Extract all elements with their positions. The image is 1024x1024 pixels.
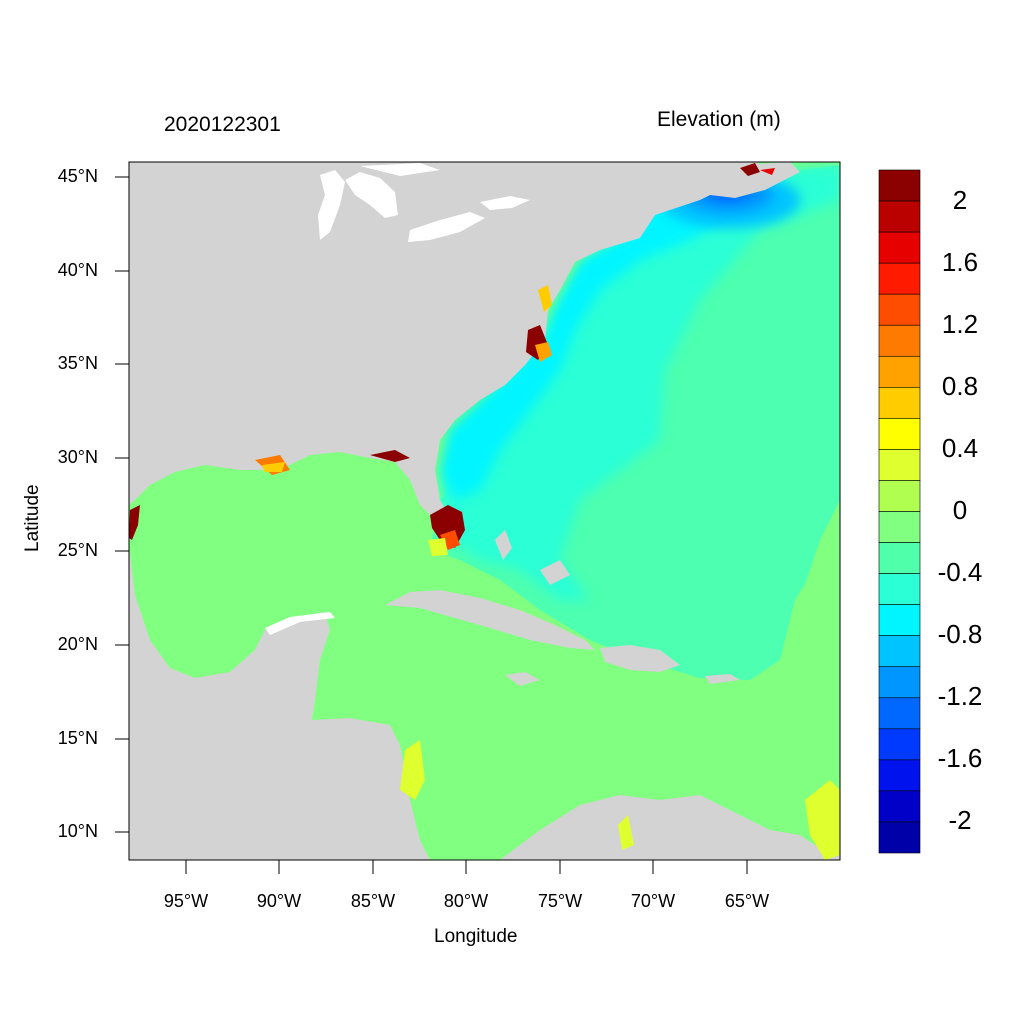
lon-tick-label: 65°W — [724, 891, 770, 911]
caribbean-east-region — [775, 500, 840, 860]
lat-tick-marks — [115, 176, 129, 833]
colorbar-label: -1.6 — [937, 743, 983, 773]
colorbar-swatch — [878, 790, 921, 823]
colorbar-swatch — [878, 231, 921, 264]
lon-tick-label: 95°W — [163, 891, 209, 911]
colorbar-swatch — [878, 293, 921, 326]
colorbar-swatch — [878, 697, 921, 730]
colorbar-swatch — [878, 542, 921, 574]
caribbean-positive-patch — [400, 740, 425, 800]
lat-tick-label: 20°N — [57, 634, 98, 654]
east-positive-patch — [805, 780, 840, 860]
central-america-coast — [265, 612, 335, 635]
colorbar-label: 1.2 — [941, 309, 979, 339]
venezuela-positive-patch — [618, 815, 634, 850]
colorbar-label: -2 — [948, 805, 972, 835]
lon-tick-label: 75°W — [537, 891, 583, 911]
colorbar-swatch — [878, 449, 921, 481]
land-masses — [129, 162, 840, 860]
colorbar-swatch — [878, 387, 921, 419]
lat-tick-label: 35°N — [57, 353, 98, 373]
lon-tick-label: 90°W — [256, 891, 302, 911]
lat-tick-label: 10°N — [57, 821, 98, 841]
map-plot-area — [129, 162, 840, 860]
map-frame — [128, 161, 841, 861]
variable-title: Elevation (m) — [657, 108, 781, 131]
lat-tick-label: 40°N — [57, 260, 98, 280]
great-lakes — [318, 163, 530, 242]
colorbar-swatch — [878, 418, 921, 450]
colorbar-swatch — [878, 262, 921, 295]
lat-tick-label: 25°N — [57, 540, 98, 560]
colorbar-swatch — [878, 200, 921, 233]
colorbar-label: 0.8 — [941, 371, 979, 401]
colorbar-label: 0 — [952, 495, 968, 525]
colorbar-swatch — [878, 666, 921, 699]
lon-tick-label: 80°W — [443, 891, 489, 911]
colorbar-swatch — [878, 573, 921, 605]
colorbar-swatch — [878, 355, 921, 388]
colorbar-swatch — [878, 759, 921, 792]
nearshore-low-region — [440, 185, 760, 500]
colorbar — [878, 169, 921, 854]
colorbar-label: -1.2 — [937, 681, 983, 711]
colorbar-swatch — [878, 169, 921, 202]
run-timestamp: 2020122301 — [164, 113, 281, 136]
lon-tick-label: 70°W — [630, 891, 676, 911]
lat-tick-label: 15°N — [57, 728, 98, 748]
colorbar-swatch — [878, 480, 921, 512]
colorbar-swatch — [878, 604, 921, 636]
lon-tick-marks — [185, 860, 748, 874]
colorbar-swatch — [878, 821, 921, 854]
colorbar-label: 0.4 — [941, 433, 979, 463]
x-axis-label: Longitude — [434, 926, 518, 947]
colorbar-label: 1.6 — [941, 247, 979, 277]
colorbar-swatch — [878, 511, 921, 543]
atlantic-coastal-region — [440, 165, 840, 600]
lat-tick-label: 30°N — [57, 447, 98, 467]
colorbar-label: -0.4 — [937, 557, 983, 587]
lat-tick-label: 45°N — [57, 166, 98, 186]
surge-high-region — [129, 163, 775, 556]
colorbar-swatch — [878, 635, 921, 668]
colorbar-swatch — [878, 728, 921, 761]
colorbar-swatch — [878, 324, 921, 357]
lon-tick-label: 85°W — [350, 891, 396, 911]
colorbar-label: -0.8 — [937, 619, 983, 649]
colorbar-label: 2 — [952, 185, 968, 215]
